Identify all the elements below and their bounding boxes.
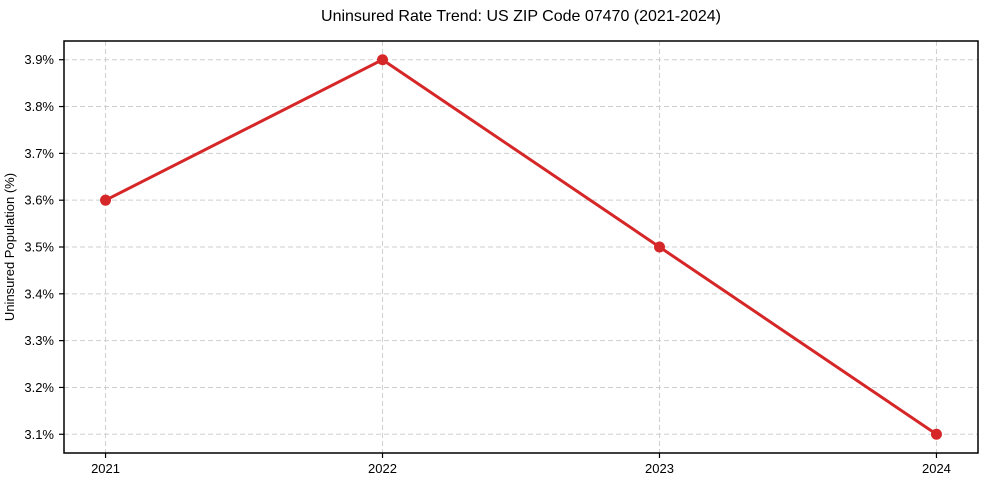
y-tick-labels: 3.1% 3.2% 3.3% 3.4% 3.5% 3.6% 3.7% 3.8% 3.9% [24,52,54,442]
x-tick-label: 2021 [91,461,120,476]
y-tick-label: 3.7% [24,146,54,161]
x-tick-label: 2022 [368,461,397,476]
y-tick-label: 3.9% [24,52,54,67]
data-point [653,241,665,253]
trend-line [104,58,938,436]
grid-lines [64,41,978,453]
y-tick-label: 3.5% [24,240,54,255]
y-tick-label: 3.1% [24,427,54,442]
axis-ticks [59,59,938,458]
y-tick-label: 3.3% [24,333,54,348]
y-axis-label: Uninsured Population (%) [2,173,17,321]
x-tick-label: 2023 [645,461,674,476]
x-tick-labels: 2021 2022 2023 2024 [91,461,951,476]
y-tick-label: 3.6% [24,193,54,208]
plot-border [63,40,979,454]
y-tick-label: 3.8% [24,99,54,114]
y-tick-label: 3.4% [24,286,54,301]
data-point [100,194,112,206]
chart-title: Uninsured Rate Trend: US ZIP Code 07470 … [321,8,721,25]
data-points [100,54,942,440]
x-tick-label: 2024 [922,461,951,476]
data-point [930,428,942,440]
data-point [377,54,389,66]
y-tick-label: 3.2% [24,380,54,395]
